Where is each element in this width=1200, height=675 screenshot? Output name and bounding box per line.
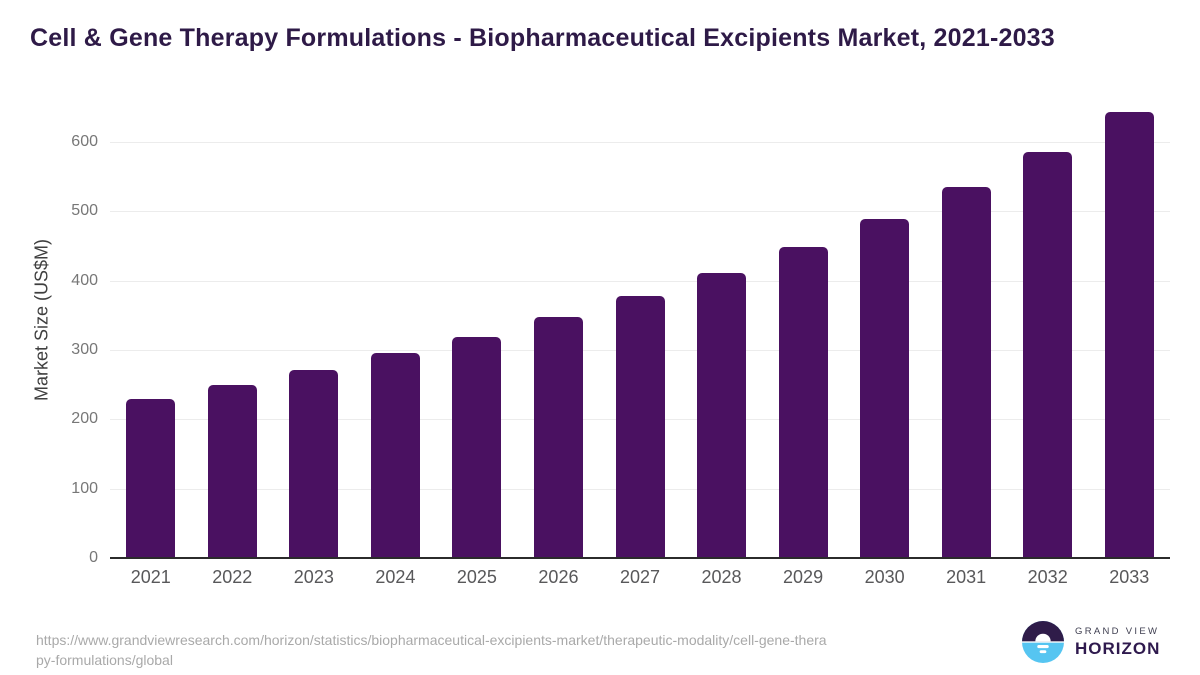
source-url: https://www.grandviewresearch.com/horizo…: [36, 630, 956, 670]
gridline-500: [110, 211, 1170, 213]
x-tick-label-2029: 2029: [783, 567, 824, 587]
chart-title: Cell & Gene Therapy Formulations - Bioph…: [30, 24, 1055, 52]
y-tick-label-0: 0: [89, 549, 98, 566]
y-tick-label-300: 300: [71, 341, 98, 358]
x-tick-label-2026: 2026: [538, 567, 579, 587]
bar-2024: [370, 353, 420, 558]
y-tick-label-500: 500: [71, 202, 98, 220]
y-tick-label-200: 200: [71, 410, 98, 428]
x-tick-label-2021: 2021: [130, 567, 171, 587]
x-tick-label-2024: 2024: [375, 567, 416, 587]
gridline-600: [110, 142, 1170, 144]
x-tick-label-2030: 2030: [864, 567, 905, 587]
bar-2028: [697, 273, 747, 558]
bar-2023: [289, 370, 339, 558]
y-tick-label-600: 600: [71, 133, 98, 151]
x-tick-label-2028: 2028: [701, 567, 742, 587]
y-tick-label-100: 100: [71, 479, 98, 497]
bar-2025: [452, 336, 502, 558]
horizon-sun-icon: [1022, 621, 1064, 663]
bar-2027: [615, 295, 665, 558]
x-tick-label-2031: 2031: [946, 567, 987, 587]
x-tick-label-2032: 2032: [1027, 567, 1068, 587]
y-tick-label-400: 400: [71, 271, 98, 289]
x-tick-label-2023: 2023: [293, 567, 334, 587]
bar-2022: [207, 384, 257, 558]
bar-2031: [941, 187, 991, 558]
bar-2032: [1023, 151, 1073, 558]
bar-2030: [860, 218, 910, 558]
y-axis-title: Market Size (US$M): [31, 238, 52, 402]
grand-view-horizon-logo: GRAND VIEW HORIZON: [1022, 621, 1160, 663]
bar-2033: [1104, 112, 1154, 558]
x-axis-line: [110, 557, 1170, 559]
x-tick-label-2025: 2025: [456, 567, 497, 587]
logo-bottom-text: HORIZON: [1075, 638, 1161, 658]
bar-2026: [533, 316, 583, 558]
x-tick-label-2022: 2022: [212, 567, 253, 587]
logo-top-text: GRAND VIEW: [1075, 625, 1160, 637]
bar-2021: [126, 398, 176, 558]
x-tick-label-2027: 2027: [619, 567, 660, 587]
logo-wordmark: GRAND VIEW HORIZON: [1075, 626, 1160, 659]
gridline-400: [110, 280, 1170, 282]
x-tick-label-2033: 2033: [1109, 567, 1150, 587]
bar-2029: [778, 246, 828, 558]
source-url-line1: https://www.grandviewresearch.com/horizo…: [36, 632, 827, 648]
source-url-line2: py-formulations/global: [36, 652, 173, 668]
